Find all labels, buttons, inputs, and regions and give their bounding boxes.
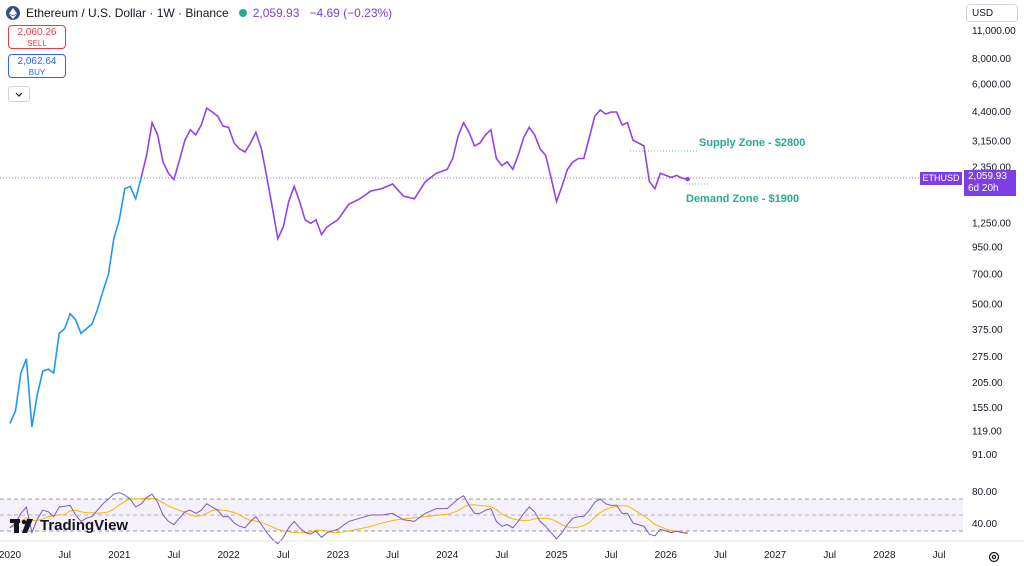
tradingview-icon [10,518,33,533]
time-tick-label: 2023 [327,550,350,561]
price-tick-label: 275.00 [972,352,1003,363]
last-price-point [685,176,690,182]
time-tick-label: Jul [386,550,399,561]
price-tick-label: 6,000.00 [972,80,1011,91]
price-line-group [9,106,690,428]
price-tick-label: 950.00 [972,243,1003,254]
rsi-tick-label: 40.00 [972,519,997,530]
last-price-tag: 2,059.93 6d 20h [964,170,1016,196]
symbol-header: Ethereum / U.S. Dollar · 1W · Binance 2,… [6,4,392,22]
time-tick-label: 2028 [873,550,896,561]
time-tick-label: 2027 [764,550,787,561]
time-tick-label: Jul [495,550,508,561]
price-tick-label: 2,350.00 [972,162,1011,173]
rsi-band [0,499,963,531]
time-tick-label: 2025 [545,550,568,561]
price-tick-label: 119.00 [972,426,1002,437]
symbol-title[interactable]: Ethereum / U.S. Dollar · 1W · Binance [26,6,229,20]
buy-label: BUY [28,68,46,77]
price-tick-label: 375.00 [972,325,1003,336]
current-price: 2,059.93 [252,6,300,20]
price-tick-label: 1,250.00 [972,218,1011,229]
time-tick-label: 2024 [436,550,459,561]
time-tick-label: 2020 [0,550,22,561]
bar-countdown: 6d 20h [968,183,999,194]
sell-price: 2,060.26 [17,27,57,38]
price-tick-label: 155.00 [972,403,1003,414]
time-tick-label: Jul [933,550,946,561]
demand-zone-label: Demand Zone - $1900 [686,193,800,205]
supply-zone-label: Supply Zone - $2800 [699,137,806,149]
sell-button[interactable]: 2,060.26 SELL [8,25,66,49]
brand-name: TradingView [40,517,129,534]
chevron-down-icon [15,92,23,97]
time-axis: 2020 Jul 2021 Jul 2022 Jul 2023 Jul 2024 Jul 2025 J… [0,550,945,561]
market-open-icon [238,9,247,17]
price-tick-label: 4,400.00 [972,107,1011,118]
tradingview-logo[interactable]: TradingView [10,517,128,534]
price-tick-label: 8,000.00 [972,54,1011,65]
time-tick-label: Jul [168,550,181,561]
time-tick-label: 2021 [108,550,131,561]
price-change: −4.69 (−0.23%) [309,6,393,20]
rsi-tick-label: 80.00 [972,487,997,498]
price-tick-label: 205.00 [972,378,1003,389]
time-tick-label: 2026 [655,550,678,561]
rsi-line [9,492,688,545]
price-tick-label: 11,000.00 [972,26,1016,37]
time-tick-label: Jul [277,550,290,561]
buy-price: 2,062.64 [17,56,57,67]
rsi-moving-average [9,497,688,534]
price-tick-label: 700.00 [972,270,1003,281]
rsi-pane: 80.00 40.00 [0,487,997,545]
last-price-value: 2,059.93 [968,171,1007,182]
gear-icon[interactable] [988,551,1000,563]
price-tick-label: 3,150.00 [972,137,1011,148]
price-line-late [140,106,688,242]
buy-button[interactable]: 2,062.64 BUY [8,54,66,78]
time-tick-label: Jul [58,550,71,561]
price-line-early [9,177,142,428]
time-tick-label: Jul [714,550,727,561]
price-axis: 11,000.00 8,000.00 6,000.00 4,400.00 3,150.0… [972,26,1016,461]
symbol-price-tag: ETHUSD [920,172,962,185]
collapse-button[interactable] [8,86,30,102]
ethereum-icon [6,6,20,20]
time-tick-label: 2022 [217,550,240,561]
time-tick-label: Jul [605,550,618,561]
time-tick-label: Jul [823,550,836,561]
currency-selector[interactable]: USD [966,4,1018,22]
sell-label: SELL [27,39,47,48]
price-tick-label: 91.00 [972,450,997,461]
price-tick-label: 500.00 [972,299,1003,310]
